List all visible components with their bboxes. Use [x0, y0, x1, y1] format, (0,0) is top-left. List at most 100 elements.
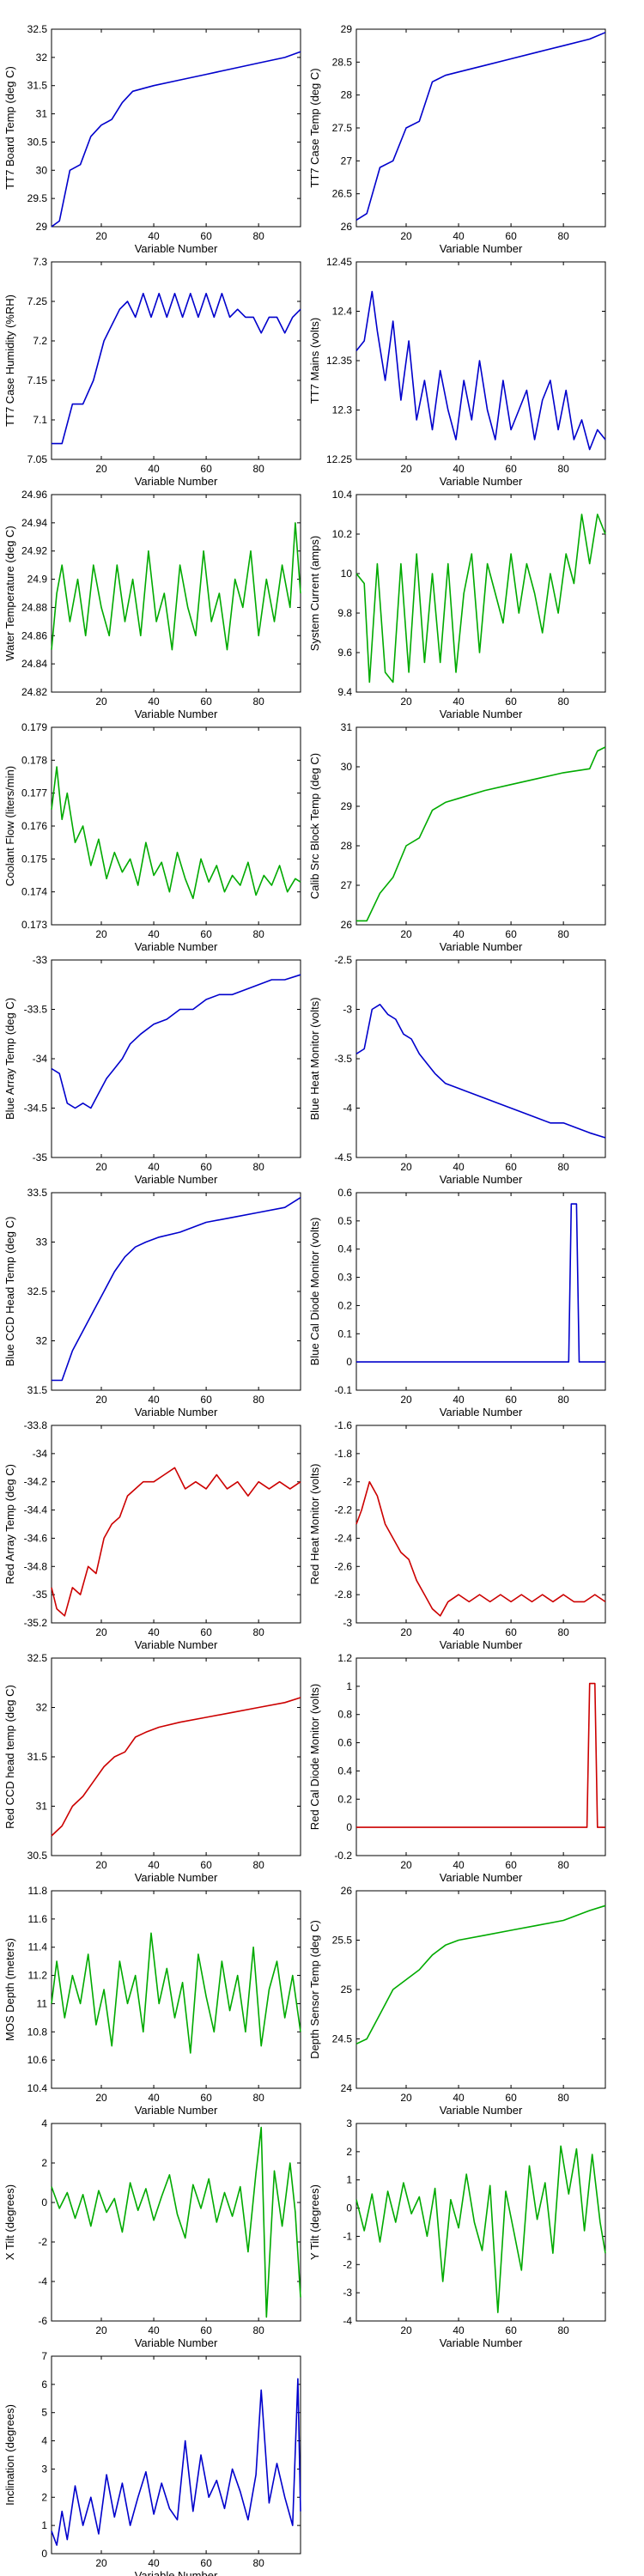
y-tick-label: 12.3	[332, 404, 353, 416]
y-tick-label: -34	[33, 1053, 48, 1065]
y-axis-label: Inclination (degrees)	[3, 2404, 16, 2506]
y-tick-label: 24	[341, 2082, 353, 2094]
x-tick-label: 60	[200, 230, 212, 242]
x-tick-label: 40	[453, 928, 465, 940]
y-tick-label: 9.8	[337, 607, 352, 619]
x-tick-label: 80	[557, 1161, 569, 1173]
series-line	[355, 2145, 606, 2313]
x-tick-label: 20	[95, 2324, 107, 2336]
series-line	[355, 1480, 606, 1617]
y-tick-label: 10.4	[27, 2082, 48, 2094]
y-tick-label: 7.1	[33, 414, 47, 426]
y-tick-label: 1	[346, 1680, 352, 1692]
y-tick-label: 0.2	[337, 1299, 352, 1311]
chart-4: 12.25 12.3 12.35 12.4 12.45 20 40 60 80 Variable …	[308, 256, 606, 488]
y-tick-label: 30	[341, 761, 353, 773]
y-axis-label: Blue Array Temp (deg C)	[3, 998, 16, 1120]
x-tick-label: 60	[505, 696, 517, 708]
x-tick-label: 20	[95, 1626, 107, 1638]
y-tick-label: 12.25	[326, 453, 352, 465]
y-tick-label: -3	[343, 2287, 352, 2299]
y-tick-label: 24.84	[21, 658, 47, 670]
chart-2: 26 26.5 27 27.5 28 28.5 29 20 40 60 80 Variable Num…	[308, 23, 606, 255]
x-tick-label: 20	[95, 230, 107, 242]
series-line	[51, 1932, 301, 2054]
y-axis-label: Red Heat Monitor (volts)	[308, 1464, 321, 1585]
x-tick-label: 60	[505, 2092, 517, 2104]
y-axis-label: MOS Depth (meters)	[3, 1938, 16, 2041]
y-tick-label: 29	[36, 221, 48, 233]
x-tick-label: 40	[148, 1859, 160, 1871]
x-tick-label: 60	[505, 928, 517, 940]
y-tick-label: 30.5	[27, 1850, 48, 1862]
plot-frame	[355, 1425, 606, 1624]
y-tick-label: 0.175	[21, 853, 47, 865]
y-tick-label: 10.2	[332, 528, 353, 540]
y-tick-label: -3.5	[334, 1053, 352, 1065]
chart-18: 24 24.5 25 25.5 26 20 40 60 80 Variable Number Dep…	[308, 1885, 606, 2117]
x-tick-label: 20	[400, 928, 412, 940]
y-tick-label: -34.5	[24, 1103, 48, 1115]
chart-11: 31.5 32 32.5 33 33.5 20 40 60 80 Variable Number B…	[3, 1187, 301, 1419]
x-tick-label: 60	[200, 696, 212, 708]
x-axis-label: Variable Number	[440, 1406, 523, 1419]
x-tick-label: 80	[557, 230, 569, 242]
series-line	[52, 292, 301, 445]
series-line	[51, 51, 301, 228]
x-tick-label: 80	[557, 1859, 569, 1871]
series-line	[51, 522, 301, 651]
y-tick-label: 0.1	[337, 1327, 352, 1340]
y-tick-label: 33.5	[27, 1187, 48, 1199]
y-tick-label: -2.8	[334, 1589, 352, 1601]
y-tick-label: 33	[36, 1236, 48, 1249]
y-tick-label: 11.8	[28, 1885, 48, 1897]
y-tick-label: 2	[41, 2157, 47, 2169]
x-tick-label: 40	[148, 1161, 160, 1173]
x-axis-label: Variable Number	[135, 242, 218, 255]
x-tick-label: 60	[505, 463, 517, 475]
y-axis-label: Red CCD head temp (deg C)	[3, 1685, 16, 1829]
x-tick-label: 20	[400, 1859, 412, 1871]
y-tick-label: -1.6	[334, 1419, 352, 1431]
plot-frame	[51, 494, 301, 693]
x-tick-label: 80	[252, 463, 264, 475]
x-tick-label: 40	[148, 2557, 160, 2569]
x-tick-label: 80	[252, 2324, 264, 2336]
y-tick-label: 3	[41, 2463, 47, 2475]
plot-frame	[355, 726, 606, 926]
y-axis-label: TT7 Case Humidity (%RH)	[3, 295, 16, 427]
y-tick-label: -34	[33, 1448, 48, 1460]
y-tick-label: 10	[341, 568, 353, 580]
y-tick-label: -35	[33, 1589, 48, 1601]
x-tick-label: 20	[95, 463, 107, 475]
x-axis-label: Variable Number	[135, 1173, 218, 1186]
y-axis-label: X Tilt (degrees)	[3, 2184, 16, 2260]
y-axis-label: Water Temperature (deg C)	[3, 526, 16, 661]
x-tick-label: 60	[505, 2324, 517, 2336]
plot-frame	[51, 2355, 301, 2555]
plot-frame	[355, 959, 606, 1158]
x-axis-label: Variable Number	[440, 2336, 523, 2349]
y-axis-label: TT7 Case Temp (deg C)	[308, 68, 321, 187]
y-tick-label: 4	[41, 2117, 47, 2129]
x-tick-label: 80	[252, 230, 264, 242]
x-tick-label: 60	[200, 2324, 212, 2336]
y-tick-label: 29	[341, 800, 353, 812]
x-axis-label: Variable Number	[135, 1638, 218, 1651]
y-tick-label: 7.25	[27, 295, 48, 307]
y-tick-label: 31	[36, 1801, 48, 1813]
plot-frame	[355, 2123, 606, 2322]
y-tick-label: 0	[346, 1821, 352, 1833]
x-axis-label: Variable Number	[135, 2569, 218, 2576]
y-tick-label: 31	[36, 108, 48, 120]
y-tick-label: 11.2	[28, 1970, 48, 1982]
x-tick-label: 20	[95, 1394, 107, 1406]
y-tick-label: -33	[33, 954, 48, 966]
plot-frame	[355, 1192, 606, 1391]
x-tick-label: 40	[453, 2324, 465, 2336]
plot-frame	[51, 726, 301, 926]
x-axis-label: Variable Number	[135, 2104, 218, 2117]
x-axis-label: Variable Number	[135, 475, 218, 488]
y-tick-label: 1.2	[337, 1652, 352, 1664]
x-tick-label: 40	[148, 1626, 160, 1638]
